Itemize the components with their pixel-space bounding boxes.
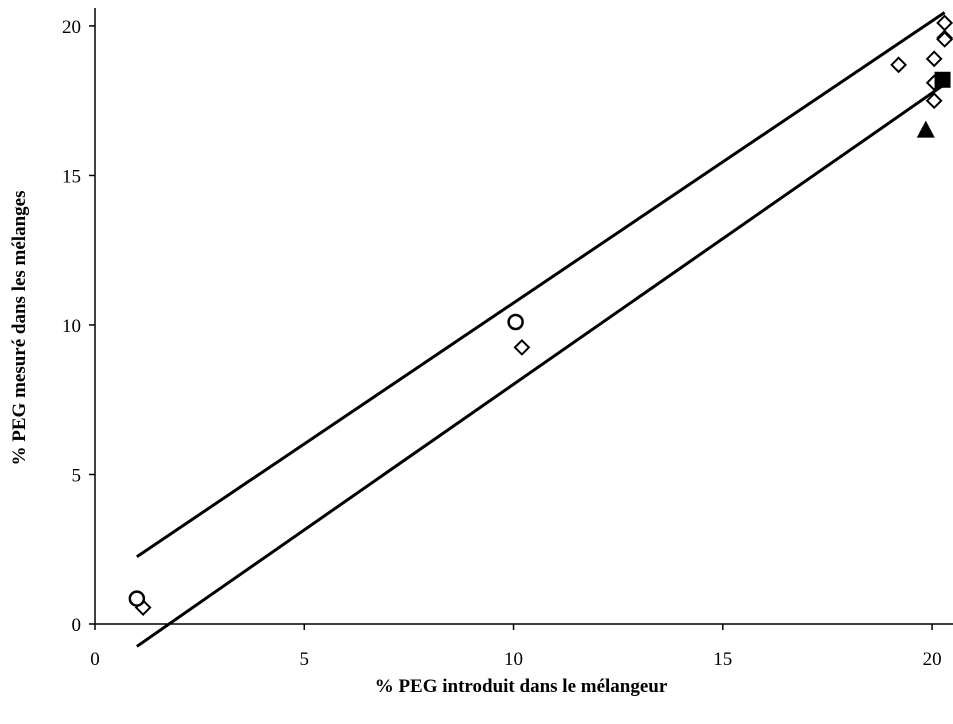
y-tick-label: 15 [62,166,81,187]
circle-point [128,590,146,607]
triangle-point [916,120,935,138]
x-tick-label: 20 [923,649,942,670]
circle-point [507,313,524,331]
x-tick-label: 15 [713,649,732,670]
y-tick-label: 5 [72,465,82,486]
data-points [128,14,953,616]
x-tick-label: 10 [504,649,523,670]
diamond-point [925,92,943,110]
diamond-point [513,338,531,356]
y-tick-label: 0 [72,615,82,636]
y-ticks: 0 5 10 15 20 [62,17,95,636]
diamond-point [936,14,953,32]
y-tick-label: 10 [62,316,81,337]
fit-line [135,83,946,648]
fit-line [136,11,946,558]
diamond-point [925,50,943,68]
x-tick-label: 0 [90,649,100,670]
fit-lines [135,11,946,648]
diamond-point [936,30,953,48]
x-tick-label: 5 [300,649,310,670]
axes [94,8,953,625]
diamond-point [890,56,908,74]
x-axis-title: % PEG introduit dans le mélangeur [375,676,668,697]
square-point [934,71,951,88]
y-tick-label: 20 [62,17,81,38]
x-ticks: 0 5 10 15 20 [90,624,942,670]
y-axis-title: % PEG mesuré dans les mélanges [9,191,30,466]
